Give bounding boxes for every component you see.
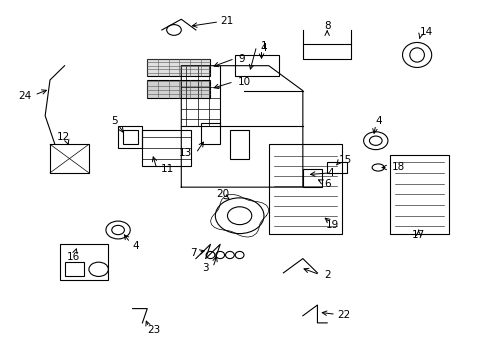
- Text: 4: 4: [132, 241, 139, 251]
- Bar: [122, 130, 137, 144]
- Bar: [229, 130, 249, 158]
- Text: 6: 6: [324, 179, 331, 189]
- Bar: [234, 55, 278, 76]
- Text: 16: 16: [66, 252, 80, 262]
- Bar: [50, 144, 89, 173]
- Text: 10: 10: [237, 77, 250, 87]
- Text: 4: 4: [260, 43, 267, 53]
- Text: 15: 15: [338, 156, 351, 165]
- Text: 11: 11: [161, 164, 174, 174]
- Text: 21: 21: [220, 16, 233, 26]
- Bar: [147, 80, 210, 98]
- Text: 4: 4: [327, 168, 334, 178]
- Bar: [389, 155, 448, 234]
- Text: 19: 19: [325, 220, 338, 230]
- Text: 2: 2: [323, 270, 330, 280]
- Bar: [201, 123, 220, 144]
- Text: 5: 5: [111, 116, 118, 126]
- Bar: [147, 59, 210, 76]
- Bar: [326, 162, 346, 173]
- Text: 24: 24: [18, 91, 31, 101]
- Text: 7: 7: [190, 248, 196, 258]
- Bar: [64, 262, 84, 276]
- Text: 18: 18: [391, 162, 404, 172]
- Bar: [268, 144, 341, 234]
- Text: 14: 14: [419, 27, 432, 37]
- Text: 22: 22: [336, 310, 349, 320]
- Text: 17: 17: [411, 230, 425, 240]
- Bar: [142, 130, 191, 166]
- Text: 8: 8: [323, 21, 330, 31]
- Text: 20: 20: [216, 189, 229, 199]
- Text: 23: 23: [147, 325, 160, 335]
- Text: 4: 4: [375, 116, 382, 126]
- Text: 13: 13: [179, 148, 192, 158]
- Bar: [118, 126, 142, 148]
- Text: 3: 3: [202, 262, 208, 273]
- Bar: [60, 244, 108, 280]
- Text: 9: 9: [238, 54, 245, 64]
- Bar: [302, 169, 322, 187]
- Text: 12: 12: [57, 132, 70, 142]
- Text: 1: 1: [260, 41, 266, 51]
